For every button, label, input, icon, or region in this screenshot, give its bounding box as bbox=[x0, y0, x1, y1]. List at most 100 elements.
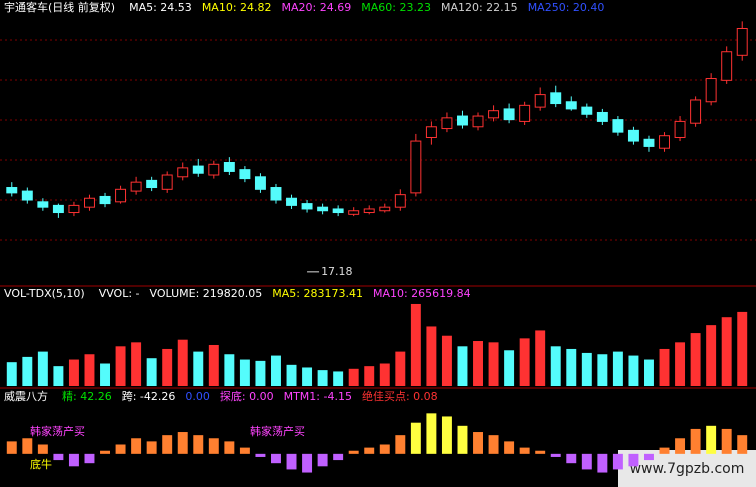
legend-entry: VOLUME: 219820.05 bbox=[150, 287, 263, 300]
candle-body bbox=[99, 195, 111, 205]
candle-body bbox=[84, 197, 95, 208]
bar bbox=[37, 444, 48, 454]
candle-body bbox=[643, 138, 655, 147]
bar bbox=[84, 354, 95, 386]
candle-body bbox=[6, 187, 18, 194]
candle-body bbox=[612, 119, 624, 133]
bar bbox=[162, 348, 173, 386]
bar bbox=[426, 413, 437, 454]
candle-body bbox=[21, 190, 33, 201]
bar bbox=[410, 303, 421, 386]
legend-entry: 精: 42.26 bbox=[62, 390, 112, 403]
candle-body bbox=[363, 208, 375, 214]
candle-body bbox=[208, 163, 220, 176]
candle-body bbox=[286, 197, 297, 206]
annotation: 韩家荡产买 bbox=[30, 424, 85, 438]
bar bbox=[193, 351, 204, 386]
legend-entry: MA10: 24.82 bbox=[202, 1, 272, 14]
candle-body bbox=[705, 78, 717, 103]
candle-body bbox=[301, 203, 313, 210]
bar bbox=[737, 311, 748, 386]
bar bbox=[224, 354, 235, 386]
candle-body bbox=[441, 117, 453, 130]
bar bbox=[68, 453, 79, 467]
candle-body bbox=[192, 165, 204, 174]
legend-entry: MA5: 283173.41 bbox=[272, 287, 363, 300]
bar bbox=[379, 444, 390, 454]
candle-body bbox=[161, 174, 173, 190]
bar bbox=[721, 317, 732, 386]
bar bbox=[286, 453, 297, 470]
bar bbox=[68, 359, 79, 386]
candle-body bbox=[457, 115, 468, 126]
bar bbox=[659, 348, 670, 386]
candle-body bbox=[270, 187, 282, 201]
bar bbox=[504, 350, 515, 386]
candle-body bbox=[659, 135, 670, 149]
legend-entry: 0.00 bbox=[185, 390, 210, 403]
bar bbox=[115, 444, 126, 454]
legend-entry: MTM1: -4.15 bbox=[284, 390, 352, 403]
candle-body bbox=[488, 110, 500, 119]
bar bbox=[53, 366, 64, 386]
bar bbox=[644, 453, 654, 461]
bar bbox=[612, 351, 623, 386]
candle-body bbox=[332, 208, 344, 214]
candle-body bbox=[503, 108, 515, 121]
legend-entry: VVOL: - bbox=[99, 287, 140, 300]
bar bbox=[628, 453, 639, 467]
bar bbox=[721, 428, 732, 454]
bar bbox=[581, 453, 592, 470]
panel-title: 宇通客车(日线 前复权) bbox=[4, 0, 115, 14]
bar bbox=[690, 428, 701, 454]
candle-body bbox=[348, 210, 360, 215]
grid-decoration bbox=[0, 39, 756, 241]
bar bbox=[208, 344, 219, 386]
bar bbox=[675, 342, 686, 386]
bar bbox=[581, 352, 592, 386]
bar bbox=[22, 438, 33, 454]
bar bbox=[84, 453, 95, 464]
bar bbox=[115, 346, 126, 386]
bar bbox=[597, 354, 608, 386]
bar bbox=[348, 450, 359, 454]
bar bbox=[441, 416, 452, 454]
bar bbox=[100, 450, 110, 454]
bar bbox=[193, 435, 204, 454]
bar bbox=[286, 364, 297, 386]
candle-body bbox=[394, 194, 406, 208]
bar bbox=[550, 453, 561, 457]
bar bbox=[706, 325, 717, 386]
bar bbox=[566, 348, 577, 386]
bar bbox=[597, 453, 608, 473]
bar bbox=[37, 351, 48, 386]
candle-body bbox=[519, 104, 531, 122]
candle-body bbox=[596, 111, 608, 122]
candle-body bbox=[565, 101, 577, 110]
bar bbox=[255, 453, 266, 457]
candle-body bbox=[736, 28, 748, 56]
bar bbox=[612, 453, 623, 470]
candle-body bbox=[68, 204, 80, 214]
bar bbox=[255, 360, 266, 386]
candle-body bbox=[52, 204, 64, 214]
bar bbox=[473, 432, 483, 454]
candle-body bbox=[177, 167, 189, 178]
candle-body bbox=[146, 179, 158, 189]
candle-body bbox=[317, 206, 329, 212]
candle-body bbox=[130, 181, 142, 192]
bar bbox=[519, 447, 530, 454]
bar bbox=[348, 368, 359, 386]
legend-entry: MA20: 24.69 bbox=[282, 1, 352, 14]
candle-body bbox=[37, 201, 49, 208]
bar bbox=[441, 335, 452, 386]
bar bbox=[131, 438, 142, 454]
bar bbox=[177, 339, 188, 386]
legend-entry: 跨: -42.26 bbox=[122, 390, 176, 403]
legend-entry: MA10: 265619.84 bbox=[373, 287, 471, 300]
bar bbox=[177, 432, 188, 454]
bar bbox=[100, 363, 110, 386]
bar bbox=[659, 447, 670, 454]
